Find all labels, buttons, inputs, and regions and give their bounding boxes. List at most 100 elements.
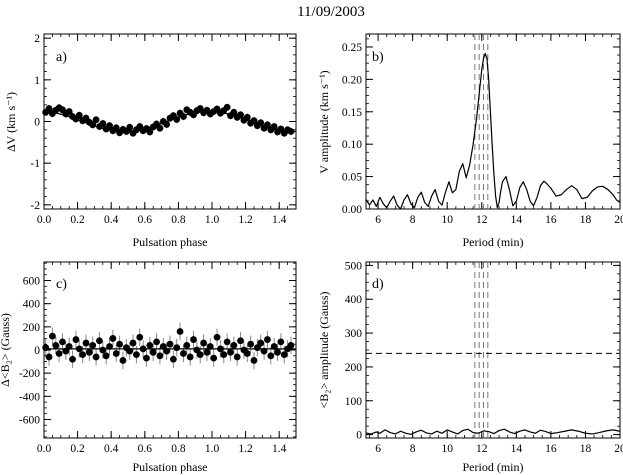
data-point xyxy=(136,333,144,341)
data-point xyxy=(49,332,56,340)
data-point xyxy=(180,350,187,357)
x-tick-label: 8 xyxy=(410,214,416,226)
x-tick-label: 0.8 xyxy=(171,214,186,226)
x-tick-label: 1.0 xyxy=(205,214,220,226)
data-point xyxy=(243,113,251,121)
data-point xyxy=(75,111,83,119)
data-point xyxy=(264,336,271,343)
x-tick-label: 10 xyxy=(441,443,453,455)
panel-a-marks xyxy=(42,103,297,137)
data-point xyxy=(69,355,76,363)
data-point xyxy=(149,348,157,356)
x-tick-label: 16 xyxy=(545,443,557,455)
x-tick-label: 6 xyxy=(375,214,381,226)
data-point xyxy=(65,108,73,115)
x-tick-label: 0.6 xyxy=(138,443,153,455)
x-tick-label: 0.4 xyxy=(104,443,119,455)
y-tick-label: 0.15 xyxy=(342,107,362,119)
data-point xyxy=(267,352,275,360)
data-point xyxy=(264,121,271,129)
y-tick-label: 0.05 xyxy=(342,172,362,184)
y-tick-label: 300 xyxy=(345,328,363,340)
data-point xyxy=(65,343,73,350)
x-tick-label: 20 xyxy=(614,443,623,455)
amplitude-spectrum-line xyxy=(365,52,621,210)
data-point xyxy=(190,336,197,343)
data-point xyxy=(230,341,238,349)
x-tick-label: 18 xyxy=(580,214,592,226)
x-tick-label: 10 xyxy=(441,214,453,226)
data-point xyxy=(233,353,241,361)
panel-d-marks xyxy=(365,262,621,438)
x-tick-label: 1.2 xyxy=(238,443,253,455)
data-point xyxy=(96,337,103,345)
x-tick-label: 18 xyxy=(580,443,592,455)
data-point xyxy=(247,340,255,348)
panel-b-x-axis-label: Period (min) xyxy=(463,235,524,249)
x-tick-label: 0.4 xyxy=(104,214,119,226)
data-point xyxy=(270,123,278,130)
data-point xyxy=(223,103,231,111)
data-point xyxy=(173,116,181,123)
data-point xyxy=(106,343,113,350)
data-point xyxy=(99,346,107,354)
y-tick-label: -2 xyxy=(30,200,40,212)
data-point xyxy=(119,357,127,364)
panel-c-y-axis-label: Δ<B₂> (Gauss) xyxy=(0,313,12,387)
x-tick-label: 20 xyxy=(614,214,623,226)
data-point xyxy=(220,351,228,359)
data-point xyxy=(223,338,231,346)
data-point xyxy=(126,123,134,131)
amplitude-spectrum-line xyxy=(365,428,621,435)
data-point xyxy=(45,353,53,361)
data-point xyxy=(133,351,140,359)
data-point xyxy=(257,119,265,127)
data-point xyxy=(89,341,97,349)
panel-b-ticks: 6 8 10 12 14 16 18 20 0.00 0.05 0.10 0.15 0.20 0.25 xyxy=(342,34,623,226)
data-point xyxy=(270,343,278,350)
y-tick-label: -600 xyxy=(19,414,40,426)
y-tick-label: 500 xyxy=(345,260,363,272)
y-tick-label: 0.00 xyxy=(342,204,362,216)
data-point xyxy=(280,351,288,359)
y-tick-label: 0 xyxy=(34,345,40,357)
y-tick-label: 100 xyxy=(345,396,363,408)
data-point xyxy=(99,120,107,127)
y-tick-label: 200 xyxy=(345,362,363,374)
data-point xyxy=(129,339,137,347)
panel-c-ticks: 0.0 0.2 0.4 0.6 0.8 1.0 1.2 1.4 -600 -400 -200 0 200… xyxy=(19,262,297,455)
y-tick-label: 0 xyxy=(356,430,362,442)
data-point xyxy=(217,345,224,353)
y-tick-label: 2 xyxy=(34,33,40,45)
data-point xyxy=(72,336,80,343)
data-point xyxy=(109,335,117,342)
data-point xyxy=(153,338,160,346)
panel-a-label: a) xyxy=(56,50,67,65)
x-tick-label: 16 xyxy=(545,214,557,226)
data-point xyxy=(196,351,204,359)
data-point xyxy=(52,341,60,349)
panel-c: 0.0 0.2 0.4 0.6 0.8 1.0 1.2 1.4 -600 -400 -200 0 200… xyxy=(0,261,297,474)
x-tick-label: 0.6 xyxy=(138,214,153,226)
panel-c-label: c) xyxy=(56,277,67,292)
panel-a: 0.0 0.2 0.4 0.6 0.8 1.0 1.2 1.4 -2 -1 0 1 2 a) Pulsa… xyxy=(4,33,297,249)
x-tick-label: 1.4 xyxy=(272,214,287,226)
data-point xyxy=(116,340,123,348)
data-point xyxy=(163,347,171,355)
panel-d-x-axis-label: Period (min) xyxy=(463,460,524,474)
x-tick-label: 0.0 xyxy=(37,214,52,226)
data-point xyxy=(243,350,251,357)
y-tick-label: 0.20 xyxy=(342,74,362,86)
figure-title: 11/09/2003 xyxy=(297,4,365,20)
x-tick-label: 0.0 xyxy=(37,443,52,455)
data-point xyxy=(250,117,258,125)
x-tick-label: 14 xyxy=(511,443,523,455)
x-tick-label: 0.8 xyxy=(171,443,186,455)
data-point xyxy=(206,343,214,350)
x-tick-label: 12 xyxy=(476,443,488,455)
data-point xyxy=(45,105,53,112)
panel-b-y-axis-label: V amplitude (km s⁻¹) xyxy=(317,70,331,173)
data-point xyxy=(210,354,218,362)
